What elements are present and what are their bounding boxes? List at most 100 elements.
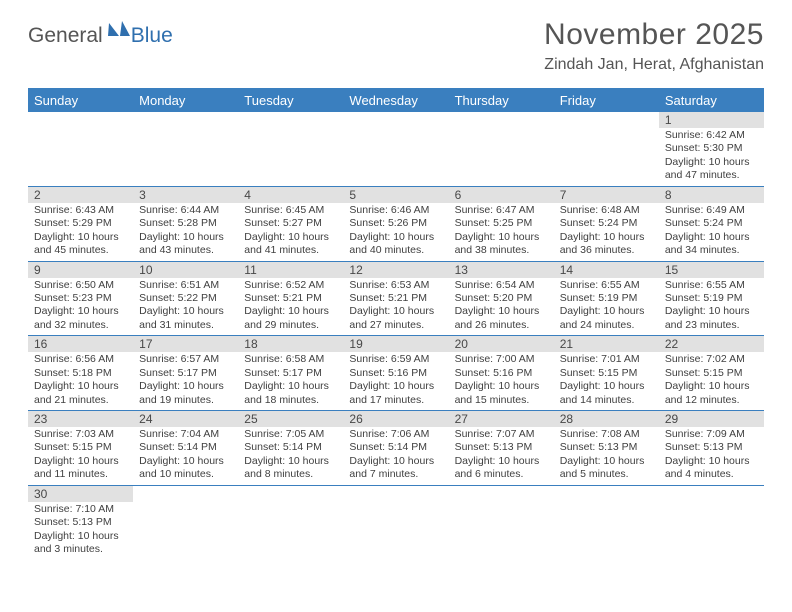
page-title: November 2025 [544,18,764,52]
day-info: Sunrise: 6:51 AMSunset: 5:22 PMDaylight:… [139,279,232,333]
sunset: Sunset: 5:15 PM [665,367,758,380]
sunrise-label: Sunrise: [139,353,178,365]
day-cell: 21Sunrise: 7:01 AMSunset: 5:15 PMDayligh… [554,336,659,410]
sunset-value: 5:24 PM [703,217,742,229]
header: General Blue November 2025 Zindah Jan, H… [28,18,764,74]
sunset: Sunset: 5:19 PM [665,292,758,305]
sunset-value: 5:16 PM [493,367,532,379]
day-cell: 4Sunrise: 6:45 AMSunset: 5:27 PMDaylight… [238,187,343,261]
sunrise-value: 6:53 AM [391,279,430,291]
day-info: Sunrise: 7:03 AMSunset: 5:15 PMDaylight:… [34,428,127,482]
sunrise: Sunrise: 6:47 AM [455,204,548,217]
day-info: Sunrise: 7:09 AMSunset: 5:13 PMDaylight:… [665,428,758,482]
day-info: Sunrise: 6:49 AMSunset: 5:24 PMDaylight:… [665,204,758,258]
dow-header: Friday [554,90,659,112]
day-info: Sunrise: 7:07 AMSunset: 5:13 PMDaylight:… [455,428,548,482]
day-number: 23 [28,411,133,427]
dow-header: Saturday [659,90,764,112]
daylight-label: Daylight: [560,231,601,243]
day-number: 4 [238,187,343,203]
day-number: 12 [343,262,448,278]
sunset-label: Sunset: [665,441,701,453]
day-number: 28 [554,411,659,427]
day-info: Sunrise: 7:04 AMSunset: 5:14 PMDaylight:… [139,428,232,482]
sunrise: Sunrise: 6:52 AM [244,279,337,292]
sunrise-value: 7:00 AM [496,353,535,365]
day-info: Sunrise: 6:42 AMSunset: 5:30 PMDaylight:… [665,129,758,183]
sunset-label: Sunset: [349,367,385,379]
day-info: Sunrise: 6:45 AMSunset: 5:27 PMDaylight:… [244,204,337,258]
sunset-label: Sunset: [665,217,701,229]
day-number: 8 [659,187,764,203]
sunrise-value: 6:51 AM [181,279,220,291]
sunrise: Sunrise: 7:04 AM [139,428,232,441]
daylight: Daylight: 10 hours and 19 minutes. [139,380,232,407]
day-info: Sunrise: 6:44 AMSunset: 5:28 PMDaylight:… [139,204,232,258]
dow-header: Sunday [28,90,133,112]
sunrise: Sunrise: 6:48 AM [560,204,653,217]
sunrise-label: Sunrise: [455,428,494,440]
daylight-label: Daylight: [349,231,390,243]
sunrise: Sunrise: 7:10 AM [34,503,127,516]
sunset-value: 5:26 PM [388,217,427,229]
sunset-value: 5:30 PM [703,142,742,154]
sunrise: Sunrise: 6:44 AM [139,204,232,217]
day-number: 13 [449,262,554,278]
daylight-label: Daylight: [665,380,706,392]
sunrise-value: 6:49 AM [706,204,745,216]
day-number: 5 [343,187,448,203]
day-cell: 28Sunrise: 7:08 AMSunset: 5:13 PMDayligh… [554,411,659,485]
day-info: Sunrise: 6:46 AMSunset: 5:26 PMDaylight:… [349,204,442,258]
sunset: Sunset: 5:16 PM [455,367,548,380]
sunset-label: Sunset: [349,292,385,304]
daylight: Daylight: 10 hours and 21 minutes. [34,380,127,407]
title-block: November 2025 Zindah Jan, Herat, Afghani… [544,18,764,74]
sunset-label: Sunset: [665,367,701,379]
sunrise-value: 6:55 AM [601,279,640,291]
sunrise-label: Sunrise: [560,428,599,440]
daylight-label: Daylight: [349,380,390,392]
sunrise-value: 7:10 AM [75,503,114,515]
day-number: 18 [238,336,343,352]
sunrise-value: 6:59 AM [391,353,430,365]
sunset-value: 5:29 PM [73,217,112,229]
daylight-label: Daylight: [34,380,75,392]
sunset: Sunset: 5:19 PM [560,292,653,305]
day-cell: 10Sunrise: 6:51 AMSunset: 5:22 PMDayligh… [133,262,238,336]
day-number: 26 [343,411,448,427]
sunset-value: 5:19 PM [703,292,742,304]
day-info: Sunrise: 6:47 AMSunset: 5:25 PMDaylight:… [455,204,548,258]
sunrise: Sunrise: 7:03 AM [34,428,127,441]
sunrise-label: Sunrise: [244,204,283,216]
day-cell: 23Sunrise: 7:03 AMSunset: 5:15 PMDayligh… [28,411,133,485]
sunset-label: Sunset: [34,292,70,304]
daylight-label: Daylight: [455,305,496,317]
sunrise-value: 6:55 AM [706,279,745,291]
sunrise: Sunrise: 7:08 AM [560,428,653,441]
sunset: Sunset: 5:18 PM [34,367,127,380]
sunset: Sunset: 5:15 PM [34,441,127,454]
sunrise-label: Sunrise: [665,428,704,440]
sunset-value: 5:13 PM [493,441,532,453]
sunset: Sunset: 5:25 PM [455,217,548,230]
daylight: Daylight: 10 hours and 6 minutes. [455,455,548,482]
sunset-label: Sunset: [34,441,70,453]
sunrise-label: Sunrise: [34,428,73,440]
sunset-label: Sunset: [560,292,596,304]
day-cell: 1Sunrise: 6:42 AMSunset: 5:30 PMDaylight… [659,112,764,186]
sunrise: Sunrise: 6:55 AM [665,279,758,292]
sunset-label: Sunset: [349,217,385,229]
day-cell: 9Sunrise: 6:50 AMSunset: 5:23 PMDaylight… [28,262,133,336]
calendar-grid: SundayMondayTuesdayWednesdayThursdayFrid… [28,88,764,560]
daylight-label: Daylight: [244,380,285,392]
daylight: Daylight: 10 hours and 47 minutes. [665,156,758,183]
day-cell: 5Sunrise: 6:46 AMSunset: 5:26 PMDaylight… [343,187,448,261]
day-number: 16 [28,336,133,352]
day-info: Sunrise: 6:52 AMSunset: 5:21 PMDaylight:… [244,279,337,333]
sunrise-value: 6:47 AM [496,204,535,216]
day-info: Sunrise: 6:50 AMSunset: 5:23 PMDaylight:… [34,279,127,333]
day-number: 19 [343,336,448,352]
sunset-value: 5:21 PM [283,292,322,304]
sunset-label: Sunset: [349,441,385,453]
sunrise-label: Sunrise: [244,353,283,365]
